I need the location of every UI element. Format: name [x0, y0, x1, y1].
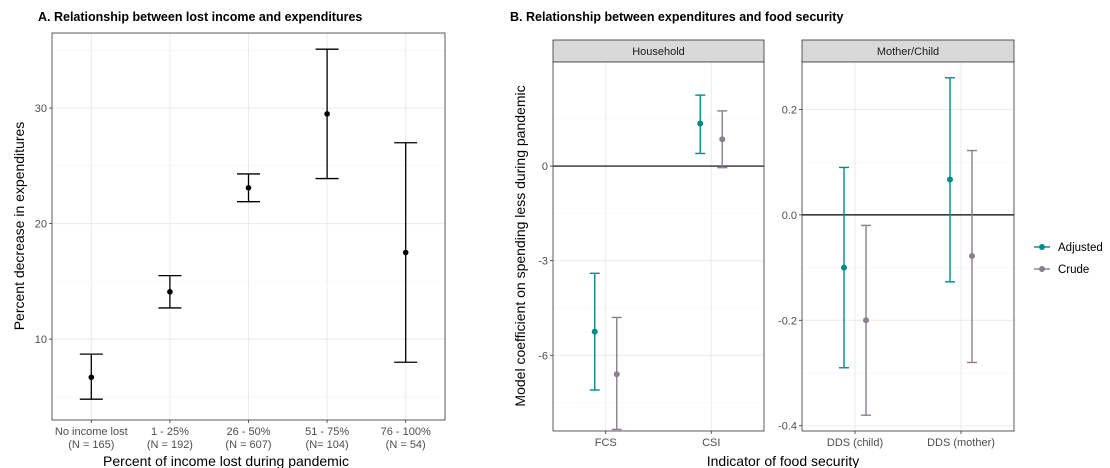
panel-a-grid — [52, 33, 445, 420]
point-estimate-crude — [613, 371, 620, 378]
facet-mother-child-marks — [839, 77, 977, 416]
point-estimate-crude — [719, 136, 726, 143]
point-estimate — [167, 288, 173, 295]
panel-a-x-axis-title: Percent of income lost during pandemic — [103, 453, 349, 468]
x-tick-label: DDS (child) — [827, 437, 883, 449]
point-estimate-crude — [863, 317, 869, 324]
x-tick-label: 51 - 75% — [305, 426, 349, 438]
facet-mother-child-plot-bg — [802, 62, 1014, 431]
panel-a-x-ticks: No income lost(N = 165) 1 - 25%(N = 192) 2… — [55, 420, 431, 451]
panel-b: B. Relationship between expenditures and… — [510, 10, 1103, 468]
point-estimate-adjusted — [947, 176, 953, 183]
facet-household-frame — [552, 61, 765, 432]
point-estimate-crude — [969, 252, 975, 259]
x-tick-label: DDS (mother) — [927, 437, 995, 449]
y-tick-label: -3 — [538, 256, 548, 268]
facet-mother-child-y-ticks: 0.2 0.0 -0.2 -0.4 — [778, 104, 802, 433]
y-tick-label: 0.0 — [782, 210, 797, 222]
panel-b-y-axis-title: Model coefficient on spending less durin… — [512, 85, 528, 406]
y-tick-label: -0.2 — [778, 315, 797, 327]
panel-a: A. Relationship between lost income and … — [11, 10, 446, 468]
legend-label: Adjusted — [1058, 242, 1103, 254]
y-tick-label: 20 — [35, 219, 47, 231]
y-tick-label: -6 — [538, 350, 548, 362]
facet-household-grid — [553, 62, 764, 431]
x-tick-label: 26 - 50% — [226, 426, 270, 438]
legend: Adjusted Crude — [1034, 242, 1103, 276]
y-tick-label: 30 — [35, 103, 47, 115]
point-estimate — [324, 111, 330, 117]
y-tick-label: -0.4 — [778, 421, 797, 433]
y-tick-label: 0.2 — [782, 104, 797, 116]
facet-household-x-ticks: FCS CSI — [595, 431, 720, 449]
x-tick-sample-size: (N = 54) — [386, 439, 426, 451]
point-estimate-adjusted — [841, 264, 847, 271]
panel-a-marks — [79, 48, 418, 400]
facet-household-strip-label: Household — [632, 46, 685, 58]
x-tick-label: 76 - 100% — [381, 426, 431, 438]
y-tick-label: 10 — [35, 334, 47, 346]
y-tick-label: 0 — [542, 161, 548, 173]
x-tick-sample-size: (N = 192) — [147, 439, 193, 451]
point-estimate-adjusted — [591, 328, 598, 335]
x-tick-sample-size: (N= 104) — [306, 439, 349, 451]
facet-household-marks — [589, 94, 728, 431]
legend-key-point — [1039, 244, 1045, 250]
facet-mother-child-strip-label: Mother/Child — [877, 46, 939, 58]
x-tick-sample-size: (N = 607) — [225, 439, 271, 451]
x-tick-label: No income lost — [55, 426, 128, 438]
x-tick-sample-size: (N = 165) — [68, 439, 114, 451]
panel-a-y-ticks: 10 20 30 — [35, 103, 52, 346]
facet-mother-child-grid — [802, 62, 1014, 431]
x-tick-label: CSI — [702, 437, 720, 449]
legend-label: Crude — [1058, 264, 1089, 276]
point-estimate — [245, 185, 252, 191]
facet-mother-child-x-ticks: DDS (child) DDS (mother) — [827, 431, 995, 449]
point-estimate-adjusted — [697, 120, 704, 127]
panel-a-y-axis-title: Percent decrease in expenditures — [11, 122, 27, 331]
legend-key-point — [1039, 266, 1045, 272]
panel-a-title: A. Relationship between lost income and … — [38, 10, 362, 24]
facet-household-y-ticks: 0 -3 -6 — [538, 161, 553, 362]
x-tick-label: 1 - 25% — [151, 426, 189, 438]
facet-household-plot-bg — [553, 62, 764, 431]
point-estimate — [402, 249, 409, 256]
facet-mother-child-frame — [801, 61, 1015, 432]
point-estimate — [88, 374, 95, 381]
panel-b-title: B. Relationship between expenditures and… — [510, 10, 843, 24]
x-tick-label: FCS — [595, 437, 617, 449]
panel-b-x-axis-title: Indicator of food security — [707, 453, 860, 468]
